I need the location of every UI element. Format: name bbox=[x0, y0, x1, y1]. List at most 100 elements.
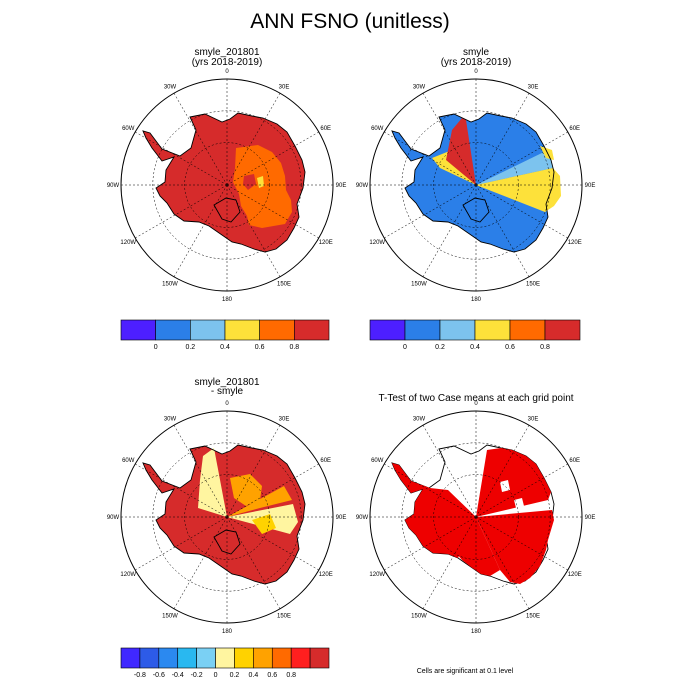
panel-difference: smyle_201801 - smyle 0 30E 60E 90E 120E 150E 1… bbox=[107, 377, 347, 679]
lon-label: 0 bbox=[474, 69, 478, 75]
lon-label: 90W bbox=[107, 515, 120, 521]
lon-label: 30E bbox=[528, 84, 539, 90]
lon-label: 90W bbox=[356, 515, 369, 521]
panel-c-lightyellow-wedge bbox=[198, 448, 227, 517]
meridian-line bbox=[226, 131, 319, 186]
panel-c-subtitle-2: - smyle bbox=[211, 386, 244, 397]
panel-t-test: T-Test of two Case means at each grid po… bbox=[356, 393, 596, 635]
colorbar-swatch bbox=[190, 319, 226, 341]
panel-d-subtitle: T-Test of two Case means at each grid po… bbox=[378, 393, 573, 404]
lon-label: 30E bbox=[528, 416, 539, 422]
meridian-line bbox=[384, 463, 477, 518]
meridian-line bbox=[384, 131, 477, 186]
panel-d-graticule bbox=[370, 411, 582, 623]
meridian-line bbox=[226, 463, 319, 518]
colorbar-swatch bbox=[509, 319, 546, 341]
lon-label: 150E bbox=[526, 614, 540, 620]
lon-label: 150E bbox=[277, 282, 291, 288]
lon-label: 0 bbox=[225, 69, 229, 75]
meridian-line bbox=[422, 184, 477, 277]
panel-c-colorbar: -0.8 -0.6 -0.4 -0.2 0 0.2 0.4 0.6 0.8 bbox=[120, 647, 330, 679]
colorbar-swatch bbox=[177, 647, 197, 669]
lon-label: 90E bbox=[336, 183, 347, 189]
colorbar-label: 0.2 bbox=[230, 672, 240, 679]
lon-label: 30E bbox=[279, 416, 290, 422]
colorbar-swatch bbox=[139, 647, 160, 669]
panel-a-subtitle-2: (yrs 2018-2019) bbox=[192, 57, 263, 68]
lon-label: 90E bbox=[336, 515, 347, 521]
colorbar-label: 0.8 bbox=[289, 344, 299, 351]
meridian-line bbox=[422, 425, 477, 518]
panel-b-subtitle-1: smyle bbox=[463, 47, 490, 58]
panel-b-graticule bbox=[370, 79, 582, 291]
lon-label: 120E bbox=[319, 572, 333, 578]
colorbar-label: 0.6 bbox=[267, 672, 277, 679]
lon-label: 180 bbox=[471, 629, 482, 635]
significance-footnote: Cells are significant at 0.1 level bbox=[416, 668, 514, 675]
panel-b-yellow-wedge bbox=[476, 168, 561, 212]
lon-label: 180 bbox=[471, 297, 482, 303]
meridian-line bbox=[475, 184, 530, 277]
colorbar-label: 0.4 bbox=[220, 344, 230, 351]
colorbar-swatch bbox=[215, 647, 235, 669]
lon-label: 0 bbox=[225, 401, 229, 407]
meridian-line bbox=[475, 463, 568, 518]
lon-label: 120E bbox=[568, 572, 582, 578]
meridian-line bbox=[475, 93, 530, 186]
meridian-line bbox=[475, 425, 530, 518]
meridian-line bbox=[173, 516, 228, 609]
colorbar-swatch bbox=[474, 319, 511, 341]
colorbar-swatch bbox=[224, 319, 260, 341]
lon-label: 150E bbox=[526, 282, 540, 288]
colorbar-swatch bbox=[120, 647, 141, 669]
meridian-line bbox=[384, 516, 477, 571]
colorbar-swatch bbox=[120, 319, 156, 341]
meridian-line bbox=[226, 516, 281, 609]
meridian-line bbox=[135, 184, 228, 239]
meridian-line bbox=[226, 516, 319, 571]
colorbar-label: 0.4 bbox=[470, 344, 480, 351]
colorbar-label: -0.4 bbox=[172, 672, 184, 679]
panel-b-red-wedge bbox=[446, 118, 476, 185]
meridian-line bbox=[173, 93, 228, 186]
colorbar-label: 0 bbox=[154, 344, 158, 351]
latitude-circle bbox=[433, 474, 519, 560]
panel-a-yellow-spot bbox=[257, 176, 264, 188]
lon-label: 60W bbox=[371, 126, 384, 132]
colorbar-swatch bbox=[158, 647, 179, 669]
panel-smyle: smyle (yrs 2018-2019) 0 30E 60E 90E 120E 150E… bbox=[356, 47, 596, 351]
panel-a-subtitle-1: smyle_201801 bbox=[194, 47, 259, 58]
colorbar-label: 0 bbox=[403, 344, 407, 351]
lon-label: 60E bbox=[320, 458, 331, 464]
colorbar-swatch bbox=[439, 319, 476, 341]
latitude-circle bbox=[152, 442, 302, 592]
meridian-line bbox=[384, 184, 477, 239]
meridian-line bbox=[226, 184, 281, 277]
meridian-line bbox=[226, 93, 281, 186]
meridian-line bbox=[475, 516, 568, 571]
latitude-circle bbox=[184, 142, 270, 228]
lon-label: 30W bbox=[164, 84, 177, 90]
lon-label: 150W bbox=[411, 614, 427, 620]
colorbar-label: 0.8 bbox=[540, 344, 550, 351]
colorbar-swatch bbox=[253, 647, 273, 669]
lon-label: 60W bbox=[371, 458, 384, 464]
panel-d-sig-west bbox=[392, 463, 476, 558]
colorbar-swatch bbox=[259, 319, 295, 341]
colorbar-label: -0.6 bbox=[153, 672, 165, 679]
colorbar-swatch bbox=[309, 647, 330, 669]
colorbar-swatch bbox=[294, 319, 330, 341]
latitude-circle bbox=[401, 110, 551, 260]
latitude-circle bbox=[152, 110, 302, 260]
meridian-line bbox=[135, 463, 228, 518]
panel-c-lon-labels: 0 30E 60E 90E 120E 150E 180 150W 120W 90W 60W 30W bbox=[107, 401, 347, 635]
meridian-line bbox=[226, 425, 281, 518]
lon-label: 30E bbox=[279, 84, 290, 90]
panel-a-graticule bbox=[121, 79, 333, 291]
lon-label: 30W bbox=[164, 416, 177, 422]
lon-label: 120W bbox=[120, 240, 136, 246]
lon-label: 60W bbox=[122, 458, 135, 464]
colorbar-label: 0.2 bbox=[435, 344, 445, 351]
meridian-line bbox=[135, 131, 228, 186]
